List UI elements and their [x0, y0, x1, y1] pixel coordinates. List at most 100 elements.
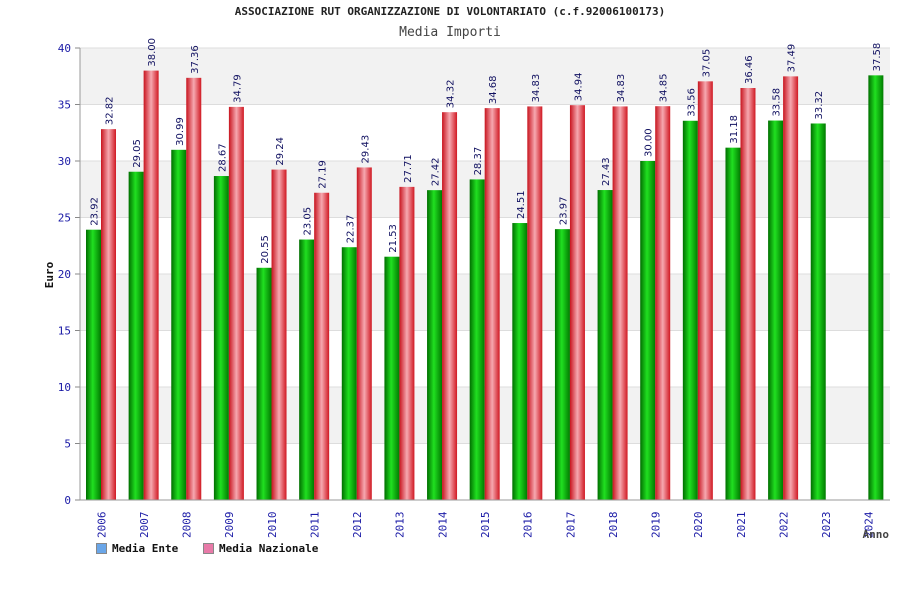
media-nazionale-data-label: 34.68 [488, 75, 499, 104]
media-ente-data-label: 23.97 [558, 196, 569, 225]
x-tick-label: 2021 [735, 512, 748, 539]
media-nazionale-data-label: 34.85 [659, 74, 670, 103]
media-ente-bar [512, 223, 528, 501]
x-tick-label: 2017 [564, 512, 577, 539]
y-tick-label: 25 [58, 212, 71, 225]
plot-axes: 0 5 10 15 20 25 30 35 40 2006 2007 2008 2009 2010 2011… [58, 42, 890, 538]
x-tick-label: 2018 [607, 512, 620, 539]
media-ente-bar [427, 190, 443, 501]
media-ente-data-label: 23.05 [303, 207, 314, 236]
media-ente-data-label: 31.18 [729, 115, 740, 144]
y-tick-label: 20 [58, 268, 71, 281]
x-tick-label: 2014 [436, 511, 449, 538]
x-tick-label: 2007 [138, 512, 151, 539]
media-ente-bar [469, 179, 485, 500]
media-ente-data-label: 27.42 [431, 158, 442, 187]
media-nazionale-bar [740, 88, 756, 500]
media-nazionale-bar [186, 77, 202, 500]
media-nazionale-data-label: 34.94 [573, 73, 584, 102]
x-tick-label: 2024 [863, 511, 876, 538]
media-ente-bar [256, 267, 272, 500]
media-ente-bar [341, 247, 357, 500]
legend-swatch-media-nazionale [203, 543, 214, 554]
legend-item-media-ente: Media Ente [96, 542, 178, 555]
media-nazionale-bar [783, 76, 799, 500]
media-ente-bar [299, 239, 315, 500]
media-ente-bar [554, 229, 570, 500]
media-nazionale-data-label: 34.83 [531, 74, 542, 103]
x-tick-label: 2010 [266, 512, 279, 539]
media-ente-data-label: 28.67 [217, 143, 228, 172]
media-nazionale-bar [314, 192, 330, 501]
x-tick-label: 2019 [650, 512, 663, 539]
media-ente-bar [768, 120, 784, 501]
media-nazionale-data-label: 34.32 [446, 80, 457, 109]
media-ente-bar [725, 147, 741, 500]
y-axis-label: Euro [43, 261, 56, 288]
media-ente-data-label: 21.53 [388, 224, 399, 253]
x-tick-label: 2022 [777, 512, 790, 539]
media-nazionale-bar [399, 186, 415, 500]
y-tick-label: 30 [58, 155, 71, 168]
media-nazionale-bar [271, 169, 287, 500]
x-tick-label: 2009 [223, 512, 236, 539]
media-ente-data-label: 24.51 [516, 190, 527, 219]
media-ente-bar [597, 190, 613, 500]
media-ente-data-label: 30.99 [175, 117, 186, 146]
x-tick-label: 2020 [692, 512, 705, 539]
y-tick-label: 5 [64, 438, 71, 451]
chart-title: ASSOCIAZIONE RUT ORGANIZZAZIONE DI VOLON… [234, 5, 666, 18]
y-tick-label: 15 [58, 325, 71, 338]
media-nazionale-data-label: 29.24 [275, 137, 286, 166]
media-nazionale-data-label: 37.05 [701, 49, 712, 78]
media-ente-data-label: 22.37 [345, 215, 356, 244]
x-tick-label: 2015 [479, 512, 492, 539]
media-ente-data-label: 28.37 [473, 147, 484, 176]
media-nazionale-data-label: 29.43 [360, 135, 371, 164]
media-ente-data-label: 20.55 [260, 235, 271, 264]
y-tick-label: 10 [58, 381, 71, 394]
media-nazionale-bar [655, 106, 671, 500]
media-ente-bar [682, 120, 698, 500]
media-nazionale-bar [612, 106, 628, 501]
media-nazionale-data-label: 27.19 [318, 160, 329, 189]
media-nazionale-data-label: 27.71 [403, 154, 414, 183]
media-nazionale-bar [356, 167, 372, 501]
media-ente-data-label: 33.56 [686, 88, 697, 117]
x-tick-label: 2013 [394, 512, 407, 539]
media-ente-bar [640, 161, 656, 500]
y-tick-label: 40 [58, 42, 71, 55]
media-nazionale-bar [143, 70, 159, 500]
chart-subtitle: Media Importi [399, 25, 501, 40]
media-ente-data-label: 37.58 [872, 43, 883, 72]
media-nazionale-bar [228, 106, 244, 501]
grid-band [80, 48, 890, 105]
legend-swatch-media-ente [96, 543, 107, 554]
media-ente-bar [128, 171, 144, 501]
media-ente-data-label: 27.43 [601, 157, 612, 186]
media-ente-bar [810, 123, 826, 500]
x-tick-label: 2016 [522, 512, 535, 539]
legend-label-media-nazionale: Media Nazionale [219, 542, 319, 555]
x-tick-label: 2006 [95, 512, 108, 539]
media-ente-bar [213, 176, 229, 501]
media-nazionale-bar [442, 112, 458, 501]
x-tick-label: 2008 [181, 512, 194, 539]
media-nazionale-data-label: 37.36 [190, 45, 201, 74]
media-nazionale-data-label: 38.00 [147, 38, 158, 67]
x-tick-label: 2023 [820, 512, 833, 539]
media-nazionale-data-label: 34.83 [616, 74, 627, 103]
media-nazionale-bar [697, 81, 713, 501]
plot-bars: 23.92 32.82 29.05 38.00 30.99 37.36 28.67 34.79… [86, 38, 884, 501]
media-ente-bar [86, 229, 101, 501]
media-ente-bar [868, 75, 884, 500]
media-nazionale-data-label: 34.79 [232, 74, 243, 103]
x-tick-label: 2012 [351, 512, 364, 539]
media-nazionale-bar [101, 129, 116, 500]
media-ente-data-label: 33.58 [772, 88, 783, 117]
legend-item-media-nazionale: Media Nazionale [203, 542, 318, 555]
media-nazionale-data-label: 37.49 [787, 44, 798, 73]
x-tick-label: 2011 [308, 512, 321, 539]
media-nazionale-bar [527, 106, 543, 501]
